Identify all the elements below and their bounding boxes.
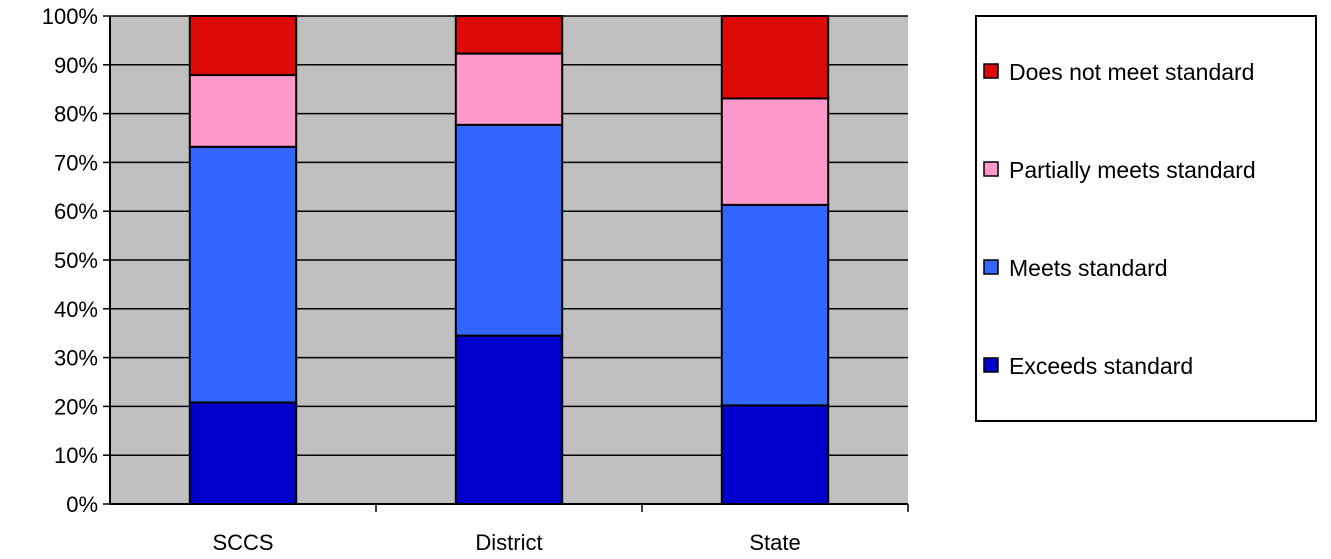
y-tick-label: 20% [54, 394, 98, 419]
y-tick-label: 80% [54, 102, 98, 127]
bar-segment [720, 203, 830, 407]
legend-swatch [983, 259, 999, 275]
y-tick-label: 40% [54, 297, 98, 322]
legend-label: Partially meets standard [1009, 157, 1256, 183]
y-tick-label: 30% [54, 346, 98, 371]
bar-segment [188, 15, 298, 77]
bar-segment [454, 334, 564, 506]
x-tick-label: SCCS [212, 530, 273, 555]
y-tick-label: 50% [54, 248, 98, 273]
x-tick-label: State [749, 530, 800, 555]
x-axis-ticks: SCCS District State [212, 504, 909, 555]
x-tick-label: District [475, 530, 542, 555]
legend-box [975, 15, 1317, 422]
y-tick-label: 10% [54, 443, 98, 468]
y-tick-label: 70% [54, 150, 98, 175]
bar-segment [454, 123, 564, 337]
bar-segment [720, 404, 830, 506]
y-tick-label: 60% [54, 199, 98, 224]
bar-segment [188, 401, 298, 505]
bar-segment [188, 145, 298, 404]
bar-segment [454, 15, 564, 55]
bars [188, 15, 830, 506]
legend-label: Meets standard [1009, 255, 1168, 281]
bar-segment [720, 97, 830, 206]
legend-swatch [983, 357, 999, 373]
legend-swatch [983, 63, 999, 79]
legend-swatch [983, 161, 999, 177]
legend-label: Exceeds standard [1009, 353, 1193, 379]
bar-segment [454, 52, 564, 126]
legend-items: Does not meet standard Partially meets st… [983, 59, 1256, 379]
bar-segment [188, 74, 298, 148]
legend-label: Does not meet standard [1009, 59, 1254, 85]
legend: Does not meet standard Partially meets st… [975, 15, 1317, 422]
y-tick-label: 90% [54, 53, 98, 78]
y-tick-label: 100% [42, 4, 98, 29]
bar-segment [720, 15, 830, 100]
y-tick-label: 0% [66, 492, 98, 517]
y-axis-ticks: 0% 10% 20% 30% 40% 50% 60% 70% 80% 90% 100% [42, 4, 110, 517]
